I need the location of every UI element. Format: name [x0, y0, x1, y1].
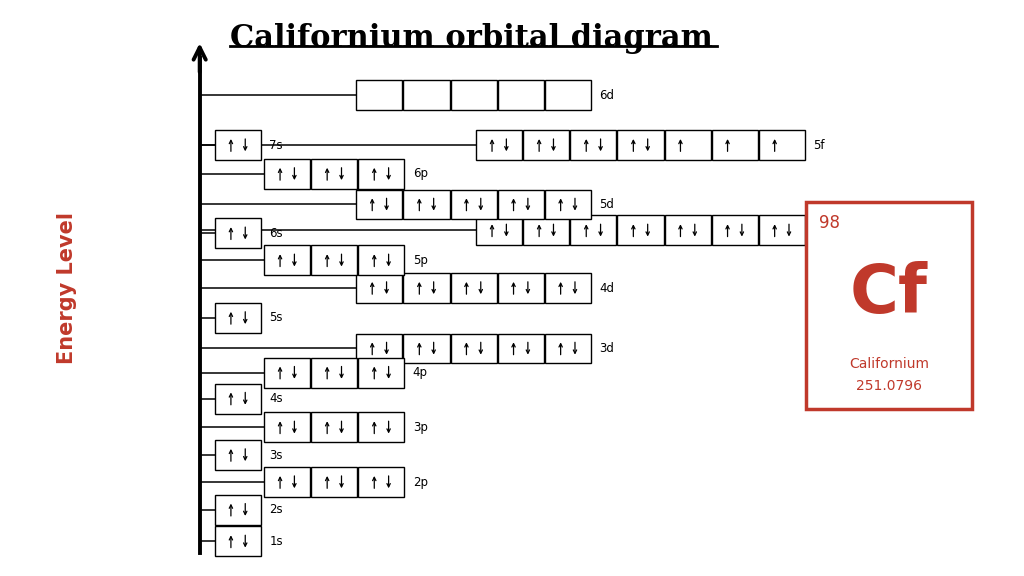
Text: 98: 98 [819, 214, 841, 232]
Bar [403, 273, 450, 303]
Bar [545, 80, 591, 110]
Bar [358, 358, 404, 388]
Bar [665, 215, 711, 245]
Bar [617, 130, 664, 160]
Text: 3p: 3p [413, 421, 428, 434]
Bar [498, 190, 544, 219]
Bar [358, 245, 404, 275]
Bar [356, 80, 402, 110]
Text: 251.0796: 251.0796 [856, 379, 922, 393]
Bar [215, 440, 261, 470]
Bar [712, 130, 758, 160]
Bar [358, 467, 404, 497]
Bar [264, 245, 310, 275]
Text: 4f: 4f [813, 224, 824, 237]
Bar [215, 303, 261, 333]
Bar [617, 215, 664, 245]
Bar [570, 130, 616, 160]
Bar [264, 412, 310, 442]
Text: Californium orbital diagram: Californium orbital diagram [229, 23, 713, 54]
Bar [311, 412, 357, 442]
Bar [570, 215, 616, 245]
Text: 3s: 3s [269, 449, 283, 461]
Bar [476, 130, 522, 160]
Text: Cf: Cf [850, 261, 928, 327]
Bar [523, 215, 569, 245]
Bar [476, 215, 522, 245]
Text: 6d: 6d [599, 89, 614, 101]
Bar [498, 334, 544, 363]
Bar [712, 215, 758, 245]
Text: 6s: 6s [269, 227, 283, 240]
Bar [451, 273, 497, 303]
Bar [264, 358, 310, 388]
Text: 5f: 5f [813, 139, 824, 151]
Text: 4d: 4d [599, 282, 614, 294]
Bar [759, 130, 805, 160]
Text: 5d: 5d [599, 198, 614, 211]
Text: 5s: 5s [269, 312, 283, 324]
Bar [215, 218, 261, 248]
Bar [215, 495, 261, 525]
Bar [451, 190, 497, 219]
Bar [264, 159, 310, 189]
Text: 4p: 4p [413, 366, 428, 379]
Text: 4s: 4s [269, 392, 283, 405]
Text: Energy Level: Energy Level [56, 212, 77, 364]
Bar [498, 273, 544, 303]
Bar [215, 526, 261, 556]
Bar [215, 384, 261, 414]
Bar [356, 273, 402, 303]
Bar [451, 334, 497, 363]
Bar [358, 412, 404, 442]
Bar [311, 467, 357, 497]
Text: Californium: Californium [849, 357, 929, 371]
Text: 5p: 5p [413, 254, 428, 267]
Bar [806, 202, 972, 409]
Text: 3d: 3d [599, 342, 614, 355]
Text: 6p: 6p [413, 168, 428, 180]
Text: 1s: 1s [269, 535, 283, 548]
Bar [451, 80, 497, 110]
Text: 2s: 2s [269, 503, 283, 516]
Bar [498, 80, 544, 110]
Bar [759, 215, 805, 245]
Text: 7s: 7s [269, 139, 283, 151]
Bar [545, 190, 591, 219]
Bar [545, 334, 591, 363]
Bar [311, 245, 357, 275]
Bar [358, 159, 404, 189]
Bar [264, 467, 310, 497]
Bar [665, 130, 711, 160]
Text: 2p: 2p [413, 476, 428, 488]
Bar [356, 190, 402, 219]
Bar [403, 190, 450, 219]
Bar [356, 334, 402, 363]
Bar [403, 80, 450, 110]
Bar [523, 130, 569, 160]
Bar [311, 358, 357, 388]
Bar [545, 273, 591, 303]
Bar [311, 159, 357, 189]
Bar [215, 130, 261, 160]
Bar [403, 334, 450, 363]
